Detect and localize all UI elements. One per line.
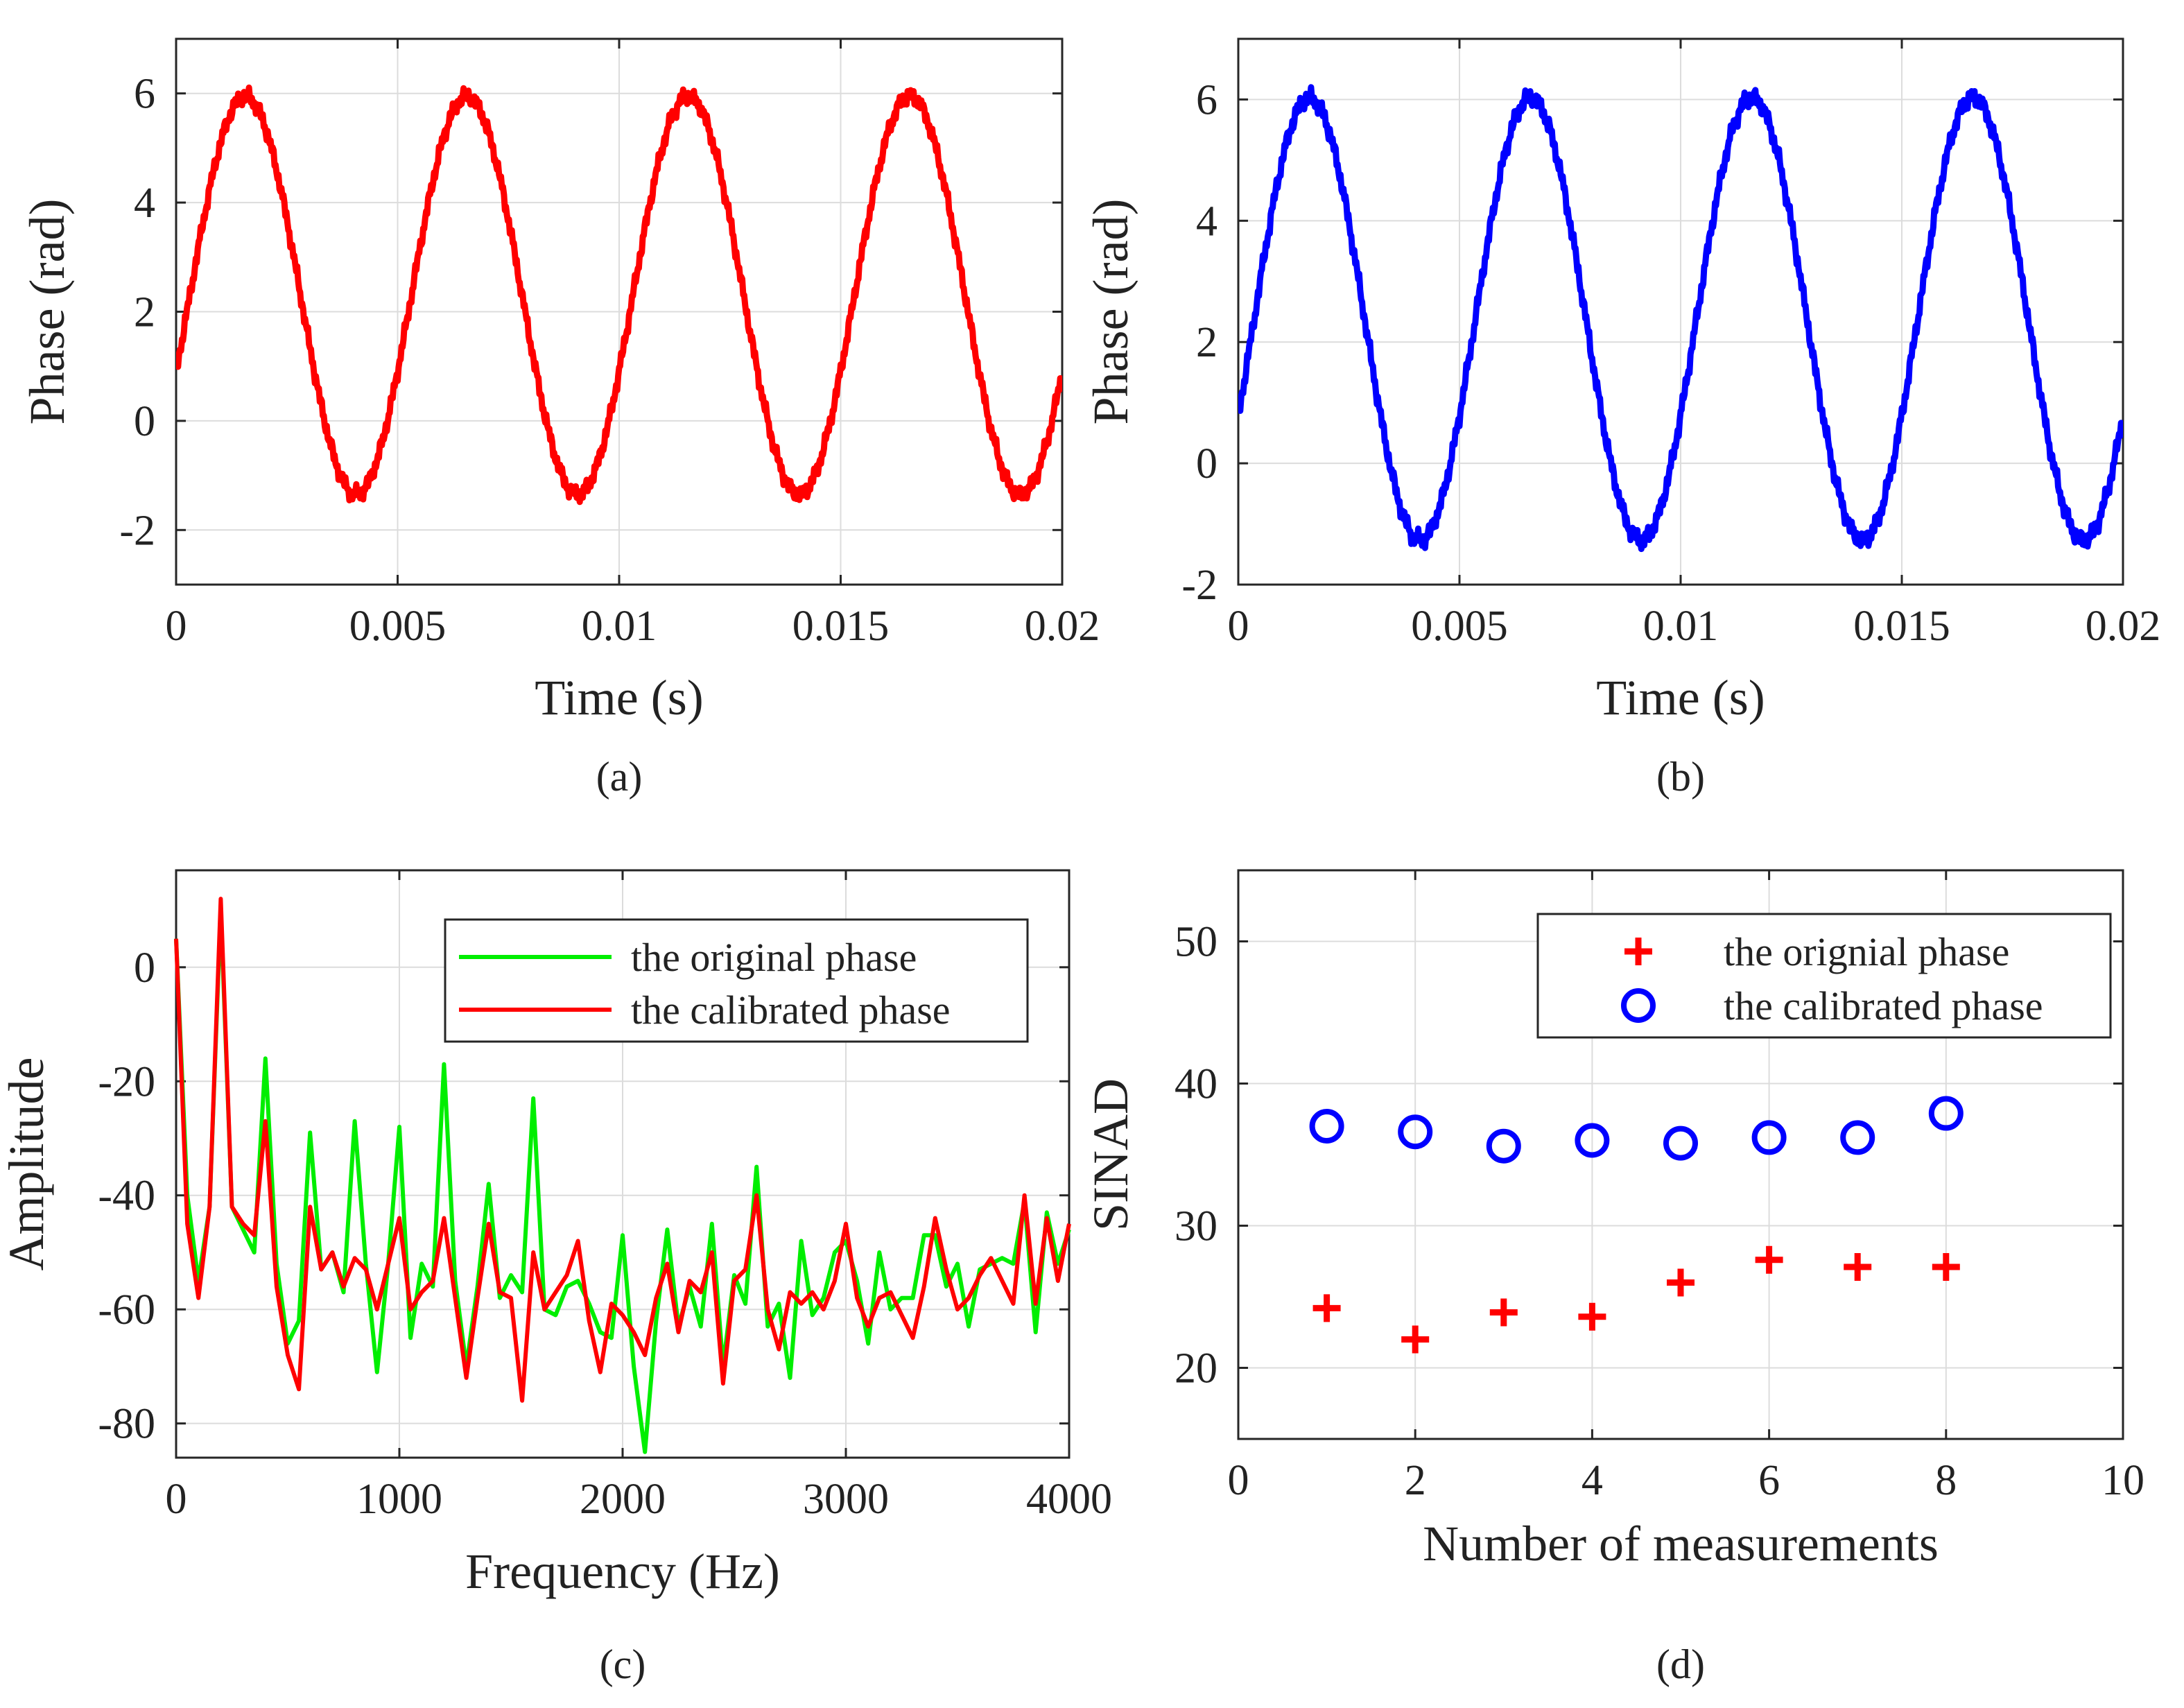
- original-phase-point: [1755, 1245, 1783, 1274]
- calibrated-phase-point: [1398, 1114, 1433, 1150]
- calibrated-phase-point: [1486, 1128, 1521, 1164]
- legend-label-original: the original phase: [631, 935, 917, 980]
- calibrated-phase-point: [1928, 1096, 1964, 1131]
- x-tick-label: 2: [1405, 1457, 1426, 1504]
- y-tick-label: -80: [98, 1401, 155, 1448]
- y-axis-label: Amplitude: [0, 1058, 54, 1271]
- x-tick-label: 0: [1228, 1457, 1249, 1504]
- y-axis-label: Phase (rad): [1083, 199, 1138, 425]
- original-phase-point: [1578, 1302, 1606, 1331]
- x-tick-label: 0.015: [1853, 603, 1950, 650]
- x-tick-label: 4: [1581, 1457, 1603, 1504]
- calibrated-phase-point: [1751, 1120, 1787, 1155]
- y-tick-label: 0: [134, 398, 155, 445]
- y-tick-label: 6: [1196, 76, 1217, 123]
- x-tick-label: 0: [166, 1476, 187, 1523]
- y-tick-label: 2: [1196, 319, 1217, 366]
- x-tick-label: 0.005: [349, 603, 447, 650]
- panel-caption: (c): [600, 1641, 646, 1687]
- original-phase-point: [1667, 1268, 1695, 1297]
- legend-box: [444, 918, 1029, 1043]
- phase-series-line: [176, 84, 1062, 506]
- x-tick-label: 0.005: [1411, 603, 1508, 650]
- legend: the orignial phase the calibrated phase: [1536, 913, 2112, 1039]
- x-tick-label: 0.02: [2086, 603, 2161, 650]
- axes-box: [1237, 37, 2124, 586]
- y-tick-label: -20: [98, 1058, 155, 1105]
- y-tick-label: 50: [1175, 919, 1217, 966]
- x-axis-label: Frequency (Hz): [465, 1544, 780, 1599]
- panel-caption: (d): [1656, 1641, 1705, 1687]
- x-tick-label: 0: [166, 603, 187, 650]
- x-tick-label: 3000: [803, 1476, 889, 1523]
- y-tick-label: 4: [1196, 198, 1217, 245]
- y-tick-label: 2: [134, 289, 155, 336]
- x-tick-label: 0.02: [1025, 603, 1100, 650]
- x-tick-label: 0.015: [792, 603, 890, 650]
- y-tick-label: -2: [119, 507, 155, 554]
- original-phase-point: [1401, 1325, 1430, 1354]
- x-tick-label: 2000: [580, 1476, 666, 1523]
- y-tick-label: 40: [1175, 1061, 1217, 1108]
- axes-box: [1237, 869, 2124, 1440]
- calibrated-phase-point: [1575, 1123, 1610, 1158]
- y-tick-label: 6: [134, 71, 155, 118]
- x-axis-label: Time (s): [535, 670, 703, 725]
- legend-label-original: the orignial phase: [1724, 929, 2009, 974]
- y-tick-label: -2: [1181, 562, 1217, 609]
- x-tick-label: 8: [1935, 1457, 1957, 1504]
- calibrated-phase-series-line: [174, 897, 1071, 1403]
- y-tick-label: 0: [1196, 440, 1217, 488]
- y-axis-label: SINAD: [1083, 1078, 1138, 1231]
- panel-caption: (b): [1656, 754, 1705, 800]
- x-tick-label: 1000: [356, 1476, 442, 1523]
- panel-caption: (a): [596, 754, 643, 800]
- x-axis-label: Number of measurements: [1423, 1516, 1939, 1571]
- panel-d-chart: 0 2 4 6 8 10 20 30 40 50 Number of measurements SIN…: [1083, 869, 2144, 1687]
- calibrated-phase-point: [1840, 1120, 1875, 1155]
- panel-c-chart: 0 1000 2000 3000 4000 -80 -60 -40 -20 0 Frequency …: [0, 869, 1112, 1687]
- x-tick-label: 4000: [1026, 1476, 1112, 1523]
- y-tick-label: 4: [134, 180, 155, 227]
- calibrated-phase-point: [1663, 1125, 1698, 1161]
- legend-marker-calibrated: [1621, 988, 1656, 1023]
- x-tick-label: 6: [1758, 1457, 1780, 1504]
- x-tick-label: 10: [2101, 1457, 2144, 1504]
- phase-series-line: [1238, 84, 2123, 553]
- original-phase-point: [1844, 1252, 1872, 1281]
- original-phase-point: [1932, 1252, 1960, 1281]
- original-phase-point: [1489, 1298, 1518, 1327]
- legend-label-calibrated: the calibrated phase: [631, 987, 951, 1033]
- legend-marker-original: [1624, 938, 1652, 965]
- x-tick-label: 0: [1228, 603, 1249, 650]
- y-tick-label: 20: [1175, 1345, 1217, 1392]
- legend: the original phase the calibrated phase: [444, 918, 1029, 1043]
- calibrated-phase-point: [1309, 1109, 1344, 1144]
- y-tick-label: -60: [98, 1286, 155, 1334]
- original-phase-point: [1312, 1294, 1341, 1322]
- x-tick-label: 0.01: [1643, 603, 1719, 650]
- panel-a-chart: 0 0.005 0.01 0.015 0.02 -2 0 2 4 6 Time (s) Phase (…: [19, 37, 1100, 800]
- axes-box: [175, 869, 1071, 1459]
- y-tick-label: -40: [98, 1173, 155, 1220]
- legend-label-calibrated: the calibrated phase: [1724, 983, 2043, 1028]
- x-tick-label: 0.01: [582, 603, 657, 650]
- axes-box: [175, 37, 1064, 586]
- x-axis-label: Time (s): [1596, 670, 1765, 725]
- y-tick-label: 30: [1175, 1203, 1217, 1250]
- y-axis-label: Phase (rad): [19, 199, 75, 425]
- y-tick-label: 0: [134, 944, 155, 992]
